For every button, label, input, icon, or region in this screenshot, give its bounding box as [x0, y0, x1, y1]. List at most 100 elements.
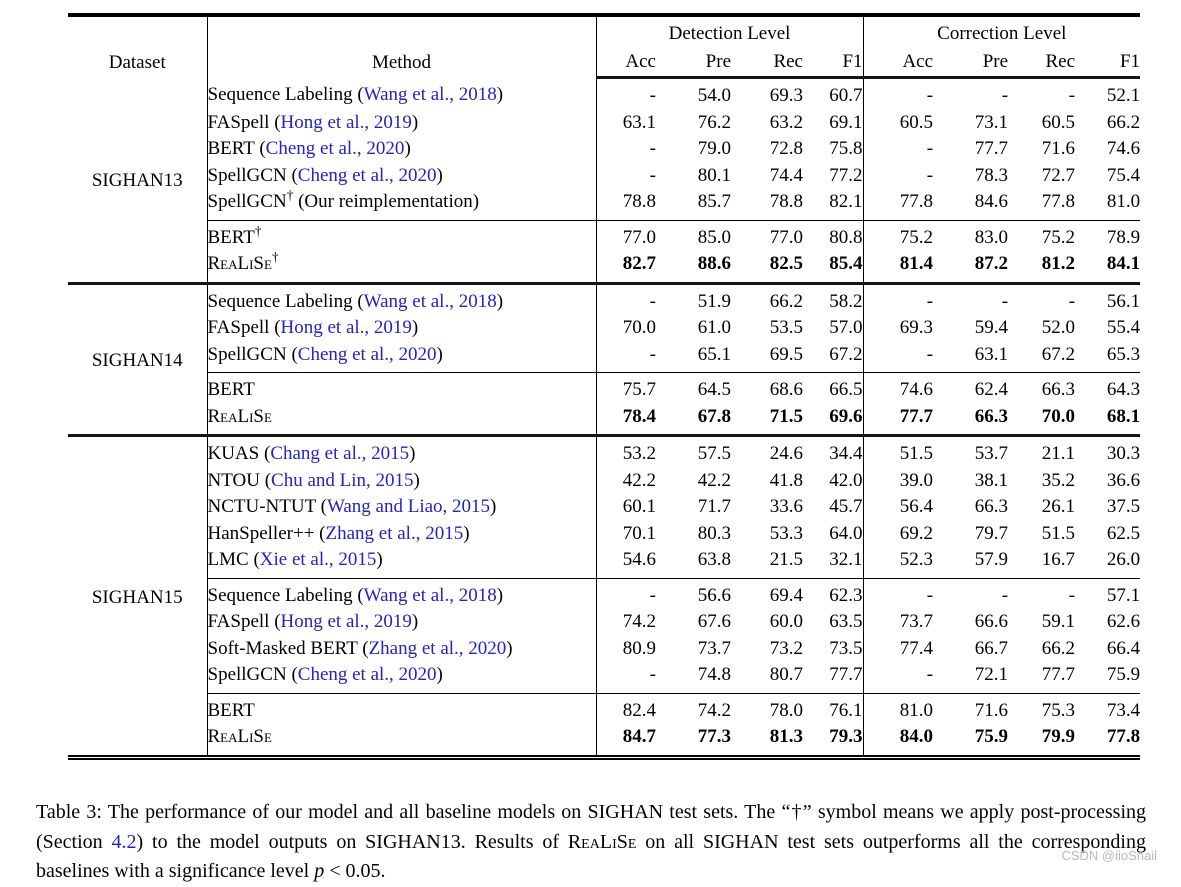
citation-link[interactable]: Wang and Liao, 2015	[326, 496, 491, 517]
metric-value: 65.1	[697, 343, 731, 365]
table-row: Sequence Labeling (Wang et al., 2018) -56…	[68, 577, 1141, 609]
metric-value: 80.1	[697, 164, 731, 186]
col-header-corr-rec: Rec	[1008, 48, 1076, 79]
metric-value: 51.5	[863, 434, 934, 468]
metric-value: 75.8	[803, 136, 864, 163]
results-table-wrap: Dataset Method Detection Level Correctio…	[68, 13, 1141, 760]
dataset-label: SIGHAN15	[68, 434, 208, 757]
metric-value: 21.1	[1008, 434, 1076, 468]
method-cell: Soft-Masked BERT (Zhang et al., 2020)	[207, 635, 597, 662]
citation-link[interactable]: Wang et al., 2018	[363, 84, 497, 106]
metric-value: 76.1	[803, 692, 864, 724]
metric-value: 77.8	[1106, 726, 1141, 747]
metric-value: 82.5	[769, 253, 803, 274]
metric-value: 74.6	[1106, 138, 1141, 159]
method-cell: KUAS (Chang et al., 2015)	[207, 434, 597, 468]
metric-value: 79.9	[1041, 726, 1076, 747]
metric-value: 79.0	[697, 138, 731, 159]
metric-value: 71.6	[1041, 138, 1076, 159]
method-name: LMC	[207, 549, 249, 570]
table-row: ReaLiSe 84.7 77.3 81.3 79.3 84.0 75.9 79.9 77.8	[68, 724, 1140, 757]
metric-value: -	[926, 85, 934, 106]
citation-link[interactable]: Xie et al., 2015	[259, 549, 377, 570]
metric-value: 66.3	[1008, 372, 1076, 404]
metric-value: 73.5	[803, 635, 864, 662]
method-name: KUAS	[207, 443, 260, 464]
metric-value: 78.8	[769, 191, 803, 212]
header-row-groups: Dataset Method Detection Level Correctio…	[68, 15, 1141, 78]
citation-link[interactable]: Cheng et al., 2020	[297, 164, 437, 186]
section-link[interactable]: 4.2	[111, 830, 137, 853]
metric-value: 54.6	[622, 549, 656, 570]
citation-link[interactable]: Zhang et al., 2020	[368, 637, 507, 659]
metric-value: 73.1	[974, 111, 1009, 133]
table-row: SIGHAN15 KUAS (Chang et al., 2015) 53.2 57.…	[68, 434, 1141, 757]
metric-value: 63.8	[697, 549, 731, 570]
metric-value: 70.0	[622, 317, 656, 338]
metric-value: -	[649, 138, 656, 159]
citation-link[interactable]: Wang et al., 2018	[363, 290, 497, 312]
metric-value: 42.2	[622, 469, 656, 491]
metric-value: -	[933, 577, 1009, 609]
citation-link[interactable]: Chu and Lin, 2015	[271, 469, 414, 491]
citation-link[interactable]: Hong et al., 2019	[280, 111, 412, 133]
table-row: HanSpeller++ (Zhang et al., 2015) 70.1 80.…	[68, 520, 1140, 547]
method-name: SpellGCN	[207, 664, 287, 685]
metric-value: 75.2	[863, 219, 934, 251]
citation-link[interactable]: Hong et al., 2019	[280, 611, 412, 632]
metric-value: -	[596, 281, 656, 315]
dagger-mark: †	[254, 223, 262, 239]
metric-value: -	[926, 138, 934, 159]
metric-value: 77.2	[803, 162, 864, 189]
table-row: ReaLiSe† 82.7 88.6 82.5 85.4 81.4 87.2 81.2 84.1	[68, 251, 1140, 283]
metric-value: 30.3	[1075, 434, 1141, 468]
dagger-mark: †	[286, 187, 294, 203]
metric-value: 66.3	[974, 496, 1009, 517]
citation-link[interactable]: Chang et al., 2015	[270, 443, 410, 464]
table-header: Dataset Method Detection Level Correctio…	[68, 15, 1141, 79]
col-header-dataset: Dataset	[68, 15, 208, 78]
citation-link[interactable]: Hong et al., 2019	[280, 317, 412, 338]
metric-value: 63.2	[769, 111, 803, 133]
citation-link[interactable]: Cheng et al., 2020	[297, 343, 437, 365]
method-name: Sequence Labeling	[207, 290, 353, 312]
method-name: BERT	[207, 226, 255, 248]
metric-value: 56.6	[656, 577, 731, 609]
metric-value: 42.0	[803, 467, 864, 494]
col-header-corr-pre: Pre	[933, 48, 1009, 79]
metric-value: 66.7	[974, 637, 1009, 659]
metric-value: 84.0	[899, 726, 934, 747]
results-table: Dataset Method Detection Level Correctio…	[68, 13, 1141, 760]
caption-text: Table 3: The performance of our model an…	[36, 801, 1146, 853]
metric-value: 88.6	[697, 253, 731, 274]
table-row: ReaLiSe 78.4 67.8 71.5 69.6 77.7 66.3 70.0 68.1	[68, 403, 1140, 436]
metric-value: -	[649, 85, 656, 106]
metric-value: -	[1001, 85, 1009, 106]
metric-value: 69.2	[899, 522, 934, 544]
citation-link[interactable]: Cheng et al., 2020	[265, 138, 405, 159]
citation-link[interactable]: Wang et al., 2018	[363, 584, 497, 606]
metric-value: 77.7	[803, 662, 864, 693]
metric-value: 80.7	[769, 664, 803, 685]
table-body: SIGHAN13 Sequence Labeling (Wang et al., …	[68, 77, 1141, 757]
metric-value: -	[1008, 577, 1076, 609]
metric-value: -	[933, 281, 1009, 315]
method-name: FASpell	[207, 611, 270, 632]
metric-value: -	[863, 577, 934, 609]
metric-value: 78.0	[731, 692, 803, 724]
col-header-det-f1: F1	[803, 48, 864, 79]
metric-value: 78.4	[622, 405, 656, 427]
method-cell: SpellGCN (Cheng et al., 2020)	[207, 662, 597, 693]
metric-value: 85.4	[803, 251, 864, 283]
metric-value: 60.7	[803, 77, 864, 110]
table-row: FASpell (Hong et al., 2019) 63.1 76.2 63.2 6…	[68, 109, 1140, 136]
citation-link[interactable]: Zhang et al., 2015	[325, 522, 464, 544]
metric-value: 69.3	[899, 317, 934, 338]
metric-value: 32.1	[803, 547, 864, 578]
metric-value: 59.4	[974, 317, 1009, 338]
metric-value: 83.0	[933, 219, 1009, 251]
table-row: Soft-Masked BERT (Zhang et al., 2020) 80.…	[68, 635, 1140, 662]
metric-value: 74.8	[697, 664, 731, 685]
metric-value: 85.0	[656, 219, 731, 251]
citation-link[interactable]: Cheng et al., 2020	[297, 664, 437, 685]
